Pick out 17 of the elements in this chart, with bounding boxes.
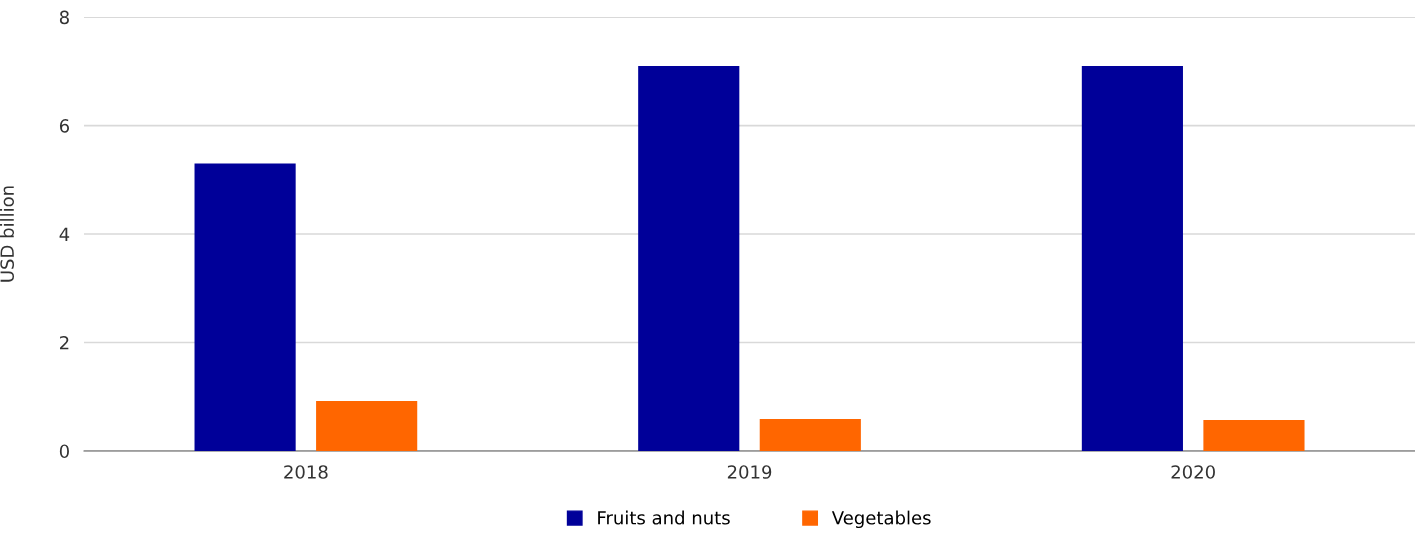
y-tick-label: 6 — [59, 119, 70, 133]
y-tick-label: 0 — [59, 444, 69, 459]
bar — [759, 418, 861, 451]
bar — [638, 65, 740, 451]
legend-label: Vegetables — [831, 510, 931, 529]
y-tick-label: 2 — [60, 335, 69, 350]
x-tick-label: 2019 — [727, 465, 772, 479]
x-tick-label: 2018 — [284, 465, 328, 479]
bar — [1203, 420, 1305, 451]
bar — [316, 401, 418, 451]
y-tick-label: 8 — [59, 10, 69, 25]
y-tick-label: 4 — [59, 227, 70, 241]
bar — [194, 163, 296, 451]
x-tick-label: 2020 — [1171, 465, 1215, 479]
legend-label: Fruits and nuts — [598, 510, 730, 525]
y-axis-title: USD billion — [0, 186, 15, 282]
bar — [1081, 65, 1183, 451]
